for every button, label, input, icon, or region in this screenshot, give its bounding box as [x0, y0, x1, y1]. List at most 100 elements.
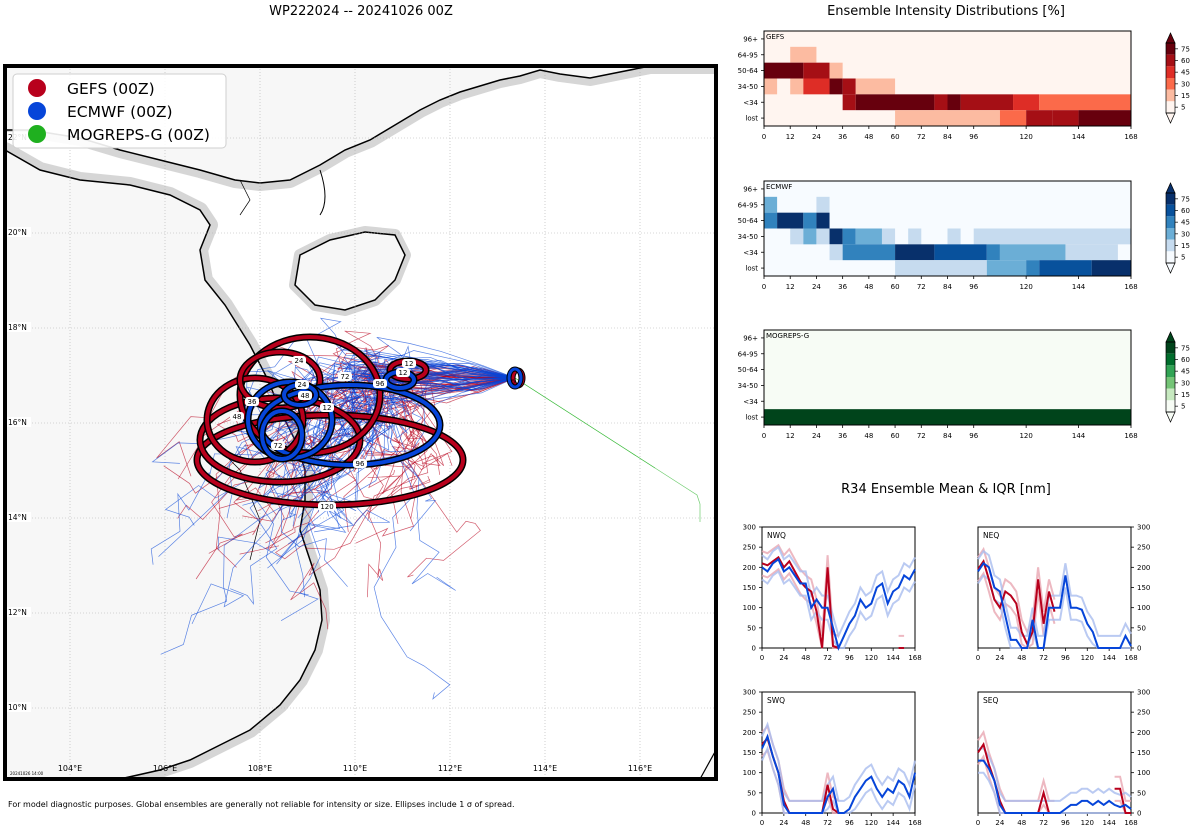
r34-x-tick-label: 48	[1017, 819, 1026, 827]
r34-panel-nwq: NWQ 0 50 100 150 200 250 300 0 24 48 72 96 120 144 168	[743, 524, 922, 663]
heatmap-row-label: 50-64	[738, 217, 759, 225]
colorbar-segment	[1166, 342, 1175, 354]
r34-y-tick-label: 150	[743, 749, 756, 757]
r34-y-tick-label: 250	[743, 544, 756, 552]
hainan-coast	[294, 231, 406, 311]
r34-x-tick-label: 24	[995, 819, 1004, 827]
r34-y-tick-label: 150	[743, 584, 756, 592]
heatmap-cell	[1078, 110, 1131, 126]
colorbar-tick-label: 45	[1181, 69, 1190, 77]
colorbar-tick-label: 45	[1181, 368, 1190, 376]
r34-frame	[977, 691, 1132, 814]
r34-y-tick-label: 250	[1137, 709, 1150, 717]
r34-x-tick-label: 0	[976, 819, 980, 827]
r34-x-tick-label: 72	[823, 819, 832, 827]
r34-x-tick-label: 48	[801, 654, 810, 662]
heatmap-row-label: 50-64	[738, 366, 759, 374]
intensity-heatmaps: GEFS 96+ 64-95 50-64 34-50 <34 lost 0 12 24 36 48 60…	[738, 30, 1190, 440]
heatmap-cell	[829, 78, 843, 95]
heatmap-cell	[855, 78, 896, 95]
ensemble-track	[338, 371, 516, 424]
heatmap-cell	[986, 244, 1000, 261]
legend-marker-ecmwf	[28, 102, 46, 120]
legend-marker-mogreps	[28, 125, 46, 143]
heatmap-cell	[790, 228, 804, 245]
heatmap-cell	[764, 62, 804, 79]
ensemble-track	[308, 376, 516, 516]
colorbar-segment	[1166, 54, 1175, 67]
r34-x-tick-label: 144	[886, 654, 900, 662]
colorbar-frame	[1165, 192, 1176, 264]
colorbar-tick-label: 15	[1181, 92, 1190, 100]
heatmap-x-tick-label: 12	[786, 283, 795, 291]
colorbar-tick-label: 75	[1181, 344, 1190, 352]
colorbar-tick-label: 30	[1181, 379, 1190, 387]
heatmap-cell	[1039, 260, 1092, 276]
heatmap-cell	[855, 228, 882, 245]
colorbar-tick-label: 5	[1181, 403, 1185, 411]
r34-x-tick-label: 0	[760, 819, 764, 827]
r34-x-tick-label: 96	[845, 819, 854, 827]
heatmap-cell	[764, 196, 778, 213]
heatmap-title: Ensemble Intensity Distributions [%]	[827, 4, 1065, 19]
lon-label-116: 116°E	[628, 764, 652, 773]
mogreps-tracks	[514, 377, 701, 522]
heatmap-cell	[999, 110, 1027, 126]
ecmwf-ellipses	[244, 366, 524, 469]
colorbar-segment	[1166, 353, 1175, 366]
r34-y-tick-label: 200	[1137, 729, 1150, 737]
r34-x-tick-label: 120	[865, 819, 878, 827]
colorbar-tick-label: 5	[1181, 104, 1185, 112]
colorbar-segment	[1166, 43, 1175, 55]
legend-label-gefs: GEFS (00Z)	[67, 80, 155, 98]
heatmap-cell	[842, 94, 856, 111]
heatmap-x-tick-label: 0	[762, 133, 766, 141]
ecmwf-label-12: 12	[323, 404, 332, 412]
heatmap-cell	[790, 46, 817, 63]
r34-y-tick-label: 100	[1137, 604, 1150, 612]
lat-label-20: 20°N	[8, 228, 27, 237]
r34-y-tick-label: 100	[1137, 769, 1150, 777]
lat-labels: 22°N 20°N 18°N 16°N 14°N 12°N 10°N	[7, 132, 31, 712]
colorbar-tick-label: 15	[1181, 391, 1190, 399]
heatmap-x-tick-label: 24	[812, 133, 821, 141]
colorbar-segment	[1166, 66, 1175, 78]
heatmap-cell	[895, 260, 987, 276]
heatmap-cell	[960, 94, 1014, 111]
heatmap-x-tick-label: 36	[838, 133, 847, 141]
ecmwf-label-24: 24	[298, 381, 307, 389]
heatmap-x-tick-label: 36	[838, 283, 847, 291]
heatmap-x-tick-label: 96	[969, 283, 978, 291]
colorbar-arrow-top	[1165, 182, 1176, 194]
ellipse-labels: 120 96 96 72 48 36 24 12 72 48 24 12 12	[230, 356, 515, 511]
r34-y-tick-label: 250	[743, 709, 756, 717]
colorbar-tick-label: 75	[1181, 195, 1190, 203]
ecmwf-label-72: 72	[274, 442, 283, 450]
r34-x-tick-label: 120	[1081, 819, 1094, 827]
r34-frame	[761, 526, 916, 649]
heatmap-row-label: 96+	[743, 334, 758, 342]
r34-y-tick-label: 300	[1137, 689, 1150, 697]
heatmap-cell	[934, 94, 948, 111]
r34-x-tick-label: 144	[1102, 654, 1116, 662]
heatmap-cell	[1026, 110, 1053, 126]
lat-label-14: 14°N	[8, 513, 27, 522]
heatmap-cell	[803, 62, 830, 79]
colorbar-segment	[1166, 89, 1175, 102]
r34-quadrant-label: NEQ	[983, 531, 999, 540]
r34-x-tick-label: 168	[1124, 654, 1137, 662]
colorbar-tick-label: 45	[1181, 219, 1190, 227]
colorbar-arrow-top	[1165, 32, 1176, 44]
heatmap-x-tick-label: 60	[891, 283, 900, 291]
colorbar-segment	[1166, 251, 1175, 263]
colorbar-tick-label: 15	[1181, 242, 1190, 250]
ensemble-track	[320, 377, 516, 438]
r34-x-tick-label: 0	[976, 654, 980, 662]
island-corner	[699, 749, 716, 779]
r34-y-tick-label: 200	[743, 729, 756, 737]
colorbar-arrow-bottom	[1165, 411, 1176, 423]
ensemble-track	[323, 363, 516, 479]
r34-x-tick-label: 144	[886, 819, 900, 827]
heatmap-row-label: 64-95	[738, 201, 758, 209]
